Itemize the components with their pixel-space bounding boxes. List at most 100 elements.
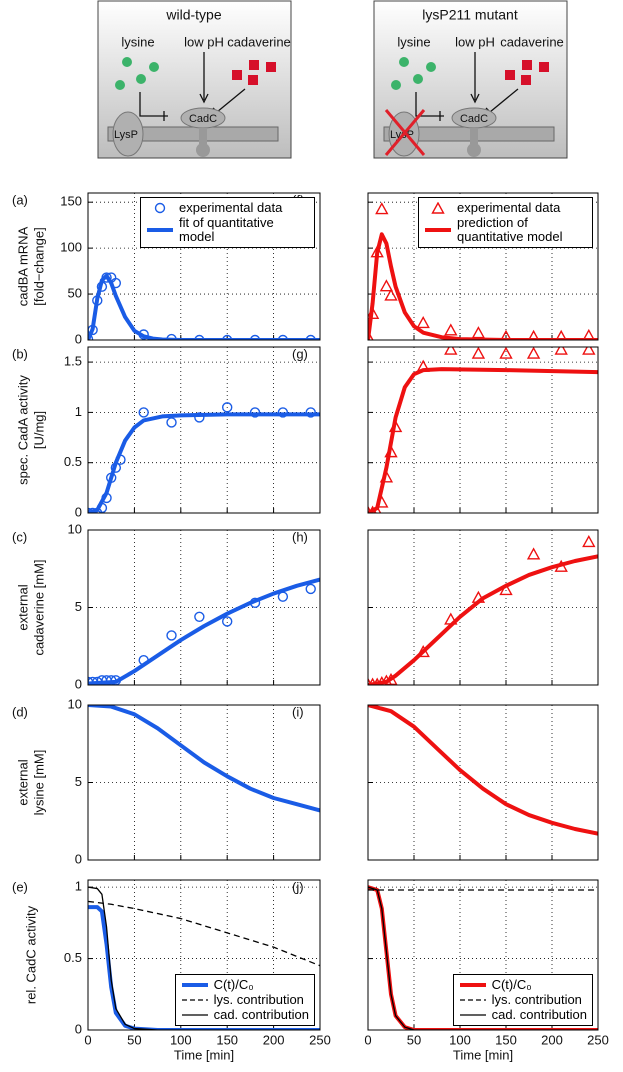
data-point bbox=[526, 347, 541, 359]
diagram-label: CadC bbox=[189, 113, 217, 125]
panel-label: (h) bbox=[292, 529, 308, 544]
data-point bbox=[221, 616, 233, 627]
y-tick-label: 1 bbox=[75, 879, 82, 894]
legend-text: lys. contribution bbox=[213, 992, 304, 1007]
legend: C(t)/C₀ lys. contribution cad. contributio… bbox=[174, 974, 315, 1026]
plot-frame bbox=[367, 879, 599, 1031]
legend-symbol bbox=[154, 202, 166, 214]
plot-frame bbox=[87, 346, 321, 514]
plot-area bbox=[368, 885, 598, 1030]
legend-item: fit of quantitative model bbox=[146, 216, 309, 244]
lysine-molecules bbox=[115, 57, 159, 90]
y-tick-label: 1 bbox=[75, 404, 82, 419]
legend-item: experimental data bbox=[146, 201, 309, 215]
plot-area bbox=[88, 272, 320, 340]
y-axis-label: spec. CadA activity bbox=[15, 375, 30, 485]
legend-item: lys. contribution bbox=[459, 993, 587, 1007]
legend: C(t)/C₀ lys. contribution cad. contributio… bbox=[452, 974, 593, 1026]
legend-item: experimental data bbox=[424, 201, 587, 215]
diagram-label: low pH bbox=[184, 34, 224, 49]
legend-text: cad. contribution bbox=[491, 1007, 587, 1022]
cadc-domain bbox=[196, 143, 210, 157]
lysine-molecules bbox=[391, 57, 436, 90]
y-axis-label: external bbox=[15, 759, 30, 805]
legend-swatch bbox=[425, 228, 451, 232]
data-line bbox=[368, 886, 598, 1030]
y-axis-label: [U/mg] bbox=[31, 411, 46, 449]
diagram-label: CadC bbox=[460, 113, 488, 125]
y-tick-label: 0.5 bbox=[64, 950, 82, 965]
x-tick-label: 50 bbox=[127, 1032, 141, 1047]
diagram-label: lysine bbox=[397, 34, 430, 49]
data-line bbox=[88, 705, 320, 813]
plot-frame bbox=[367, 346, 599, 514]
data-point bbox=[88, 507, 98, 513]
diagram-label: cadaverine bbox=[227, 34, 291, 49]
panel-label: (i) bbox=[292, 704, 304, 719]
data-point bbox=[194, 611, 205, 622]
plot-frame bbox=[87, 704, 321, 861]
data-point bbox=[375, 202, 389, 215]
y-tick-label: 0.5 bbox=[64, 454, 82, 469]
y-tick-label: 1.5 bbox=[64, 354, 82, 369]
legend-item: C(t)/C₀ bbox=[181, 978, 309, 992]
data-point bbox=[500, 329, 512, 340]
plot-frame bbox=[367, 529, 599, 686]
plot-area bbox=[368, 202, 598, 340]
legend: experimental data fit of quantitative mod… bbox=[140, 197, 315, 248]
data-line bbox=[88, 577, 320, 685]
legend-text: lys. contribution bbox=[491, 992, 582, 1007]
data-point bbox=[305, 334, 316, 340]
diagram-mutant: lysP211 mutant lysine low pH cadaverine … bbox=[373, 0, 568, 159]
data-point bbox=[166, 630, 177, 641]
plot-area bbox=[88, 886, 320, 1030]
y-tick-label: 0 bbox=[75, 1021, 82, 1036]
data-point bbox=[222, 334, 233, 340]
plot-area bbox=[368, 534, 598, 685]
x-tick-label: 0 bbox=[364, 1032, 371, 1047]
y-tick-label: 10 bbox=[68, 696, 82, 711]
plot-area bbox=[368, 347, 598, 513]
data-point bbox=[88, 333, 94, 340]
y-tick-label: 50 bbox=[68, 286, 82, 301]
legend-text: C(t)/C₀ bbox=[213, 977, 254, 992]
y-tick-label: 0 bbox=[75, 331, 82, 346]
legend-swatch bbox=[181, 983, 208, 987]
data-point bbox=[379, 279, 394, 292]
legend-swatch bbox=[154, 202, 166, 214]
legend-swatch bbox=[181, 999, 208, 1001]
x-tick-label: 150 bbox=[495, 1032, 517, 1047]
data-line bbox=[368, 554, 598, 685]
legend-text: experimental data bbox=[179, 200, 283, 215]
cadaverine-molecules bbox=[505, 60, 549, 85]
x-axis-label: Time [min] bbox=[174, 1047, 234, 1062]
data-point bbox=[526, 547, 541, 560]
data-point bbox=[582, 328, 595, 340]
data-point bbox=[444, 347, 458, 355]
data-line bbox=[88, 886, 320, 1030]
legend: experimental data prediction of quantitat… bbox=[418, 197, 593, 248]
panel-label: (j) bbox=[292, 879, 304, 894]
diagram-label: LysP bbox=[114, 129, 138, 141]
plot-frame bbox=[87, 192, 321, 341]
legend-item: lys. contribution bbox=[181, 993, 309, 1007]
legend-item: cad. contribution bbox=[181, 1008, 309, 1022]
legend-text: cad. contribution bbox=[213, 1007, 309, 1022]
x-tick-label: 200 bbox=[541, 1032, 563, 1047]
cadc-domain bbox=[467, 143, 481, 157]
data-line bbox=[88, 273, 320, 340]
panel-label: (a) bbox=[12, 192, 28, 207]
diagram-label: cadaverine bbox=[500, 34, 564, 49]
plot-frame bbox=[87, 529, 321, 686]
y-tick-label: 150 bbox=[60, 194, 82, 209]
y-axis-label: cadBA mRNA bbox=[15, 226, 30, 306]
y-axis-label: external bbox=[15, 584, 30, 630]
diagram-label: low pH bbox=[455, 34, 495, 49]
plot-area bbox=[368, 705, 598, 836]
x-tick-label: 250 bbox=[309, 1032, 331, 1047]
data-point bbox=[166, 417, 177, 428]
data-point bbox=[277, 407, 289, 418]
diagram-title: lysP211 mutant bbox=[422, 7, 518, 23]
